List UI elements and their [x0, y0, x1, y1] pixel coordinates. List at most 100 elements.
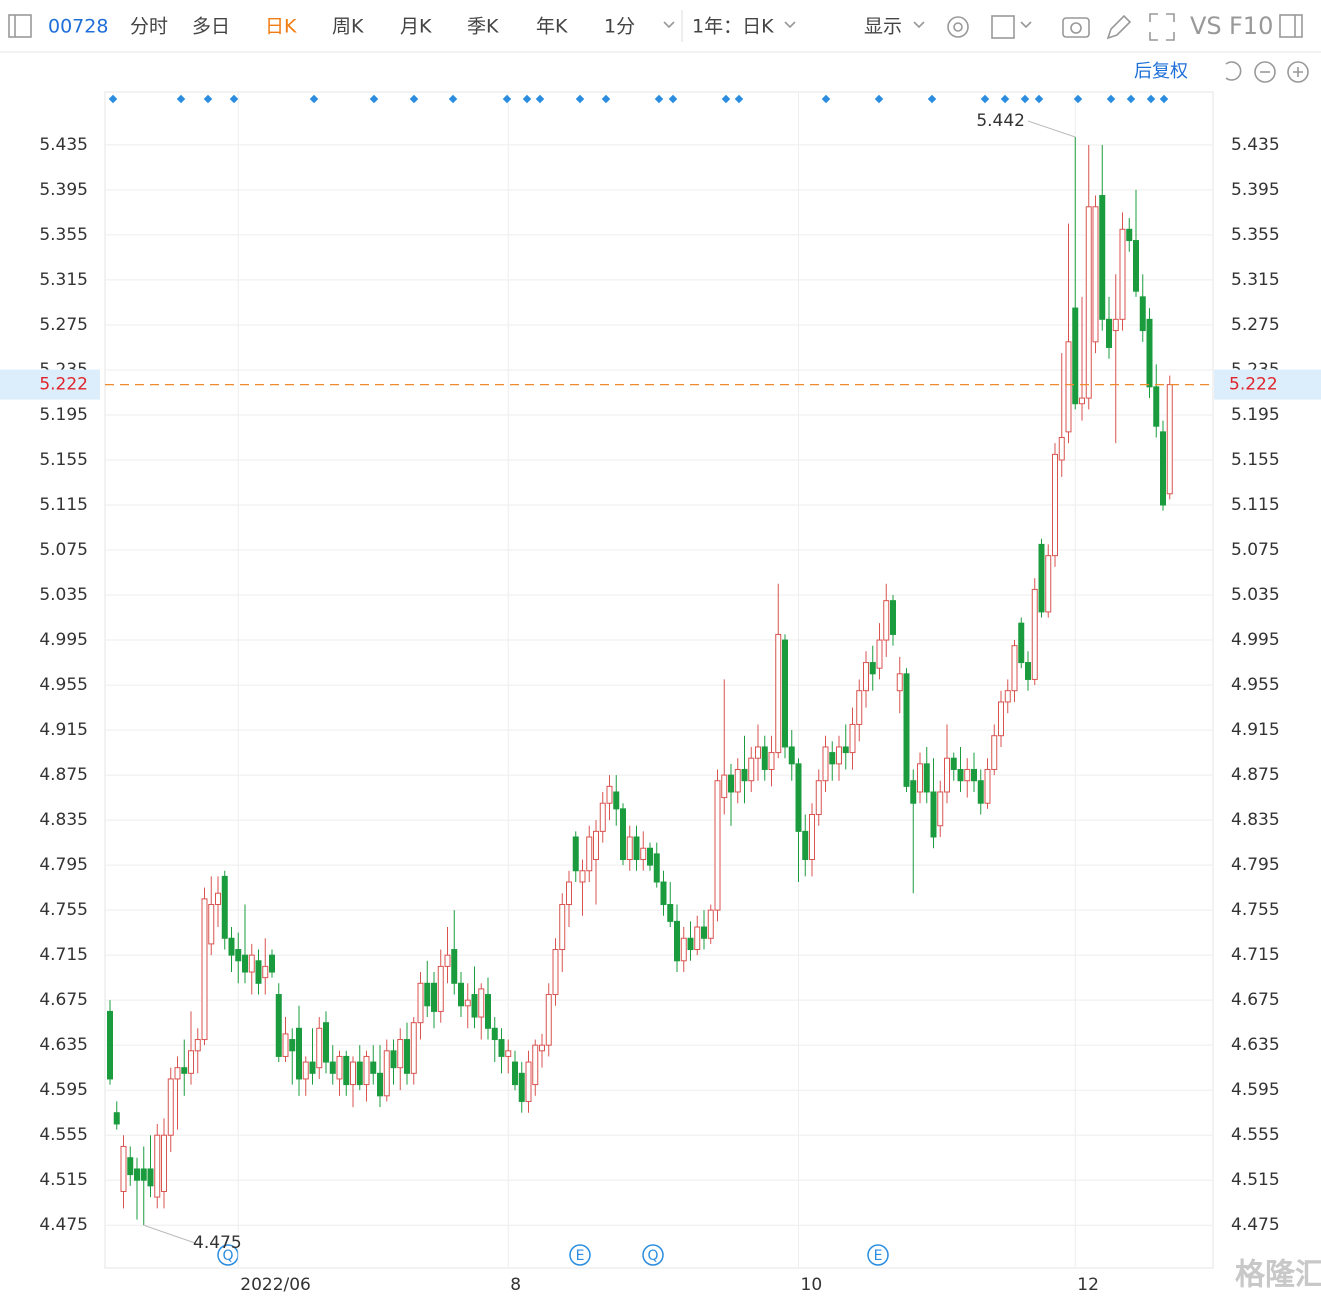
candle-body — [579, 870, 586, 883]
max-label: 5.442 — [976, 111, 1025, 131]
checkbox-icon[interactable] — [991, 15, 1015, 39]
last-price-label: 5.222 — [39, 375, 88, 395]
tab[interactable]: 分时 — [130, 16, 168, 38]
candle-body — [471, 994, 478, 1018]
vs-button[interactable]: VS — [1190, 12, 1222, 40]
candle-body — [127, 1157, 134, 1176]
tab-bar: 分时 多日 日K 周K 月K 季K 年K 1分 — [130, 16, 635, 38]
y-tick-label: 4.515 — [39, 1170, 88, 1190]
candle-body — [120, 1145, 127, 1192]
y-tick-label-right: 4.875 — [1231, 765, 1280, 785]
reset-icon[interactable] — [1225, 61, 1242, 81]
candle-body — [586, 836, 593, 872]
candle-body — [1085, 206, 1092, 399]
candle-body — [491, 1027, 498, 1041]
zoom-in[interactable] — [1287, 61, 1309, 83]
tab[interactable]: 1分 — [604, 16, 635, 38]
panel-toggle[interactable] — [1279, 14, 1303, 38]
candle-body — [626, 836, 633, 860]
candle-body — [262, 965, 269, 979]
candle-body — [680, 937, 687, 962]
candle-body — [525, 1061, 532, 1102]
y-tick-label-right: 5.075 — [1231, 540, 1280, 560]
candle-body — [194, 1039, 201, 1052]
settings-icon[interactable] — [947, 16, 969, 38]
camera-icon[interactable] — [1062, 17, 1090, 38]
candle-body — [397, 1039, 404, 1069]
event-marker[interactable] — [569, 1244, 591, 1266]
adjust-mode[interactable]: 后复权 — [1134, 61, 1188, 82]
candle-body — [849, 723, 856, 754]
candle-body — [417, 982, 424, 1024]
y-tick-label: 4.795 — [39, 855, 88, 875]
candle-body — [275, 994, 282, 1057]
candle-body — [802, 830, 809, 860]
candle-body — [532, 1044, 539, 1086]
zoom-in-lines — [1293, 67, 1303, 77]
y-tick-label-right: 4.755 — [1231, 900, 1280, 920]
candle-body — [836, 746, 842, 765]
dropdown-arrow — [913, 21, 925, 29]
candle-body — [370, 1061, 377, 1074]
tab[interactable]: 月K — [400, 16, 432, 38]
candle-body — [1106, 318, 1112, 348]
candle-body — [343, 1055, 350, 1086]
y-tick-label: 5.315 — [39, 270, 88, 290]
display-menu[interactable]: 显示 — [864, 16, 902, 38]
candle-body — [890, 600, 896, 635]
y-tick-label-right: 5.435 — [1231, 135, 1280, 155]
y-tick-label: 4.475 — [39, 1215, 88, 1235]
candle-body — [701, 926, 707, 939]
draw-icon[interactable] — [1106, 14, 1132, 40]
y-tick-label: 5.195 — [39, 405, 88, 425]
fullscreen-icon[interactable] — [1149, 13, 1175, 41]
stock-code[interactable]: 00728 — [48, 16, 108, 38]
y-tick-label: 4.915 — [39, 720, 88, 740]
event-marker[interactable] — [642, 1244, 664, 1266]
candle-body — [174, 1067, 181, 1080]
candle-body — [1139, 296, 1146, 332]
candle-body — [444, 954, 451, 967]
y-tick-label-right: 4.635 — [1231, 1035, 1280, 1055]
f10-button[interactable]: F10 — [1229, 12, 1273, 40]
price-highlight — [0, 369, 100, 400]
zoom-out[interactable] — [1254, 61, 1276, 83]
candle-body — [309, 1061, 316, 1074]
tab[interactable]: 日K — [265, 16, 297, 38]
candle-body — [377, 1072, 383, 1097]
x-tick-label: 12 — [1077, 1275, 1099, 1295]
tab[interactable]: 年K — [536, 16, 568, 38]
candle-body — [755, 746, 761, 759]
candle-body — [896, 673, 903, 692]
tab[interactable]: 多日 — [192, 16, 230, 38]
candle-body — [221, 875, 228, 939]
candle-body — [667, 904, 674, 922]
candle-body — [856, 690, 863, 725]
candle-body — [1160, 431, 1166, 506]
y-tick-label-right: 5.155 — [1231, 450, 1280, 470]
event-dot — [108, 94, 118, 104]
candle-body — [903, 673, 910, 787]
candle-body — [653, 853, 660, 883]
candle-body — [782, 639, 788, 748]
candle-body — [559, 904, 566, 951]
y-tick-label: 4.675 — [39, 990, 88, 1010]
candle-body — [768, 752, 775, 770]
candle-body — [957, 768, 964, 782]
tab[interactable]: 季K — [467, 16, 499, 38]
candle-body — [707, 909, 714, 939]
candle-body — [410, 1022, 417, 1074]
event-dot — [409, 94, 419, 104]
candle-body — [761, 746, 768, 770]
range-select[interactable]: 1年：日K — [692, 16, 774, 38]
event-dot — [203, 94, 213, 104]
candle-body — [593, 830, 599, 860]
candle-body — [1153, 386, 1160, 427]
sidebar-toggle[interactable] — [8, 14, 32, 38]
tab[interactable]: 周K — [332, 16, 364, 38]
event-marker[interactable] — [867, 1244, 889, 1266]
candle-body — [255, 960, 262, 984]
x-tick-label: 10 — [801, 1275, 823, 1295]
candle-body — [161, 1134, 167, 1192]
